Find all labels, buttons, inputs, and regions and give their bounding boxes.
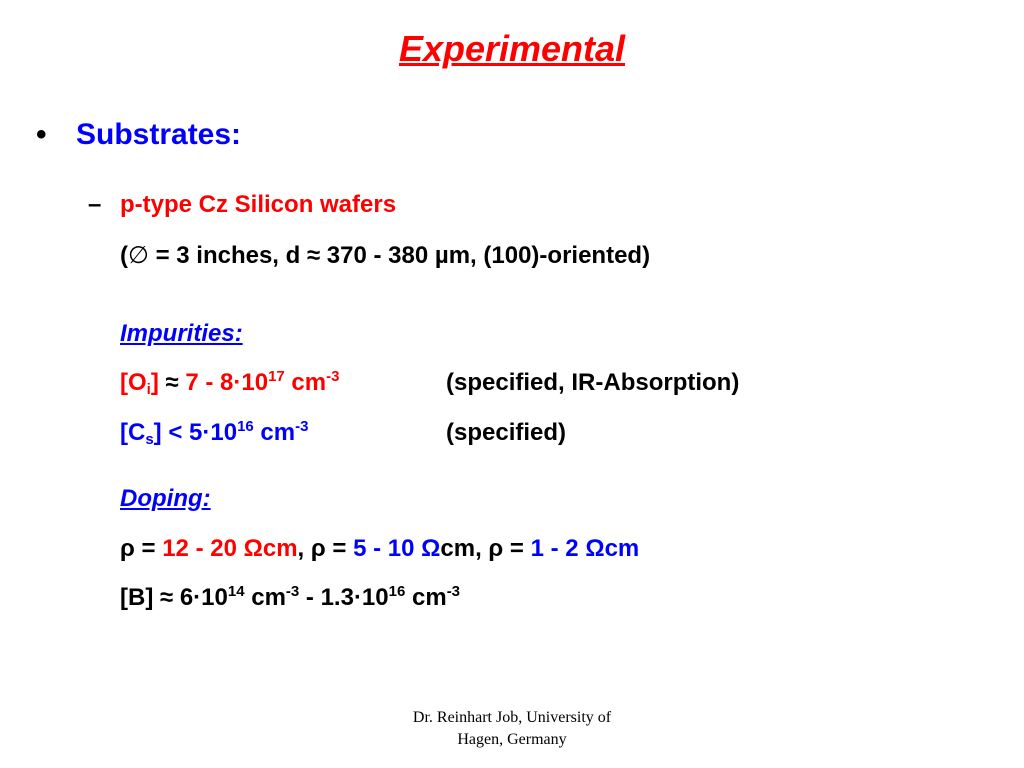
boron-mid: - 1.3·10 — [299, 584, 389, 611]
cs-unit-exponent: -3 — [295, 418, 309, 435]
rho1-symbol: ρ = — [120, 535, 163, 562]
boron-prefix: [B] ≈ 6·10 — [120, 584, 228, 611]
rho2-omega: Ω — [421, 535, 441, 562]
oi-exponent: 17 — [268, 368, 285, 385]
cs-bracket-open: [C — [120, 419, 146, 446]
oi-unit: cm — [284, 369, 327, 396]
oi-unit-exponent: -3 — [326, 368, 340, 385]
rho2-symbol: ρ = — [310, 535, 354, 562]
spec-rest: = 3 inches, d ≈ 370 - 380 µm, (100)-orie… — [148, 242, 651, 269]
footer-line-2: Hagen, Germany — [457, 731, 567, 748]
rho1-unit: cm — [262, 535, 298, 562]
sub-bullet-marker: – — [88, 191, 102, 218]
oi-value: 7 - 8·10 — [185, 369, 269, 396]
rho2-unit: cm — [440, 535, 476, 562]
rho1-omega: Ω — [243, 535, 263, 562]
boron-exp2: 16 — [388, 583, 406, 600]
rho2-separator: , — [475, 535, 489, 562]
wafer-type-heading: p-type Cz Silicon wafers — [120, 191, 397, 218]
rho3-symbol: ρ = — [488, 535, 531, 562]
boron-unit1-exp: -3 — [285, 583, 300, 600]
oi-bracket-open: [O — [120, 369, 147, 396]
oi-subscript: i — [146, 381, 151, 398]
carbon-impurity-line: [Cs] < 5·1016 cm-3 — [120, 419, 308, 447]
boron-unit2-exp: -3 — [446, 583, 461, 600]
rho3-value: 1 - 2 — [530, 535, 586, 562]
oi-bracket-close: ] — [150, 369, 159, 396]
cs-bracket-close: ] — [153, 419, 162, 446]
doping-label: Doping: — [120, 485, 211, 512]
cs-note: (specified) — [446, 419, 567, 446]
rho3-unit: cm — [604, 535, 640, 562]
boron-concentration-line: [B] ≈ 6·1014 cm-3 - 1.3·1016 cm-3 — [120, 584, 460, 612]
rho3-omega: Ω — [585, 535, 605, 562]
footer-credit: Dr. Reinhart Job, University of Hagen, G… — [372, 707, 652, 751]
rho1-separator: , — [297, 535, 311, 562]
resistivity-line: ρ = 12 - 20 Ωcm, ρ = 5 - 10 Ωcm, ρ = 1 -… — [120, 535, 639, 563]
slide-title: Experimental — [398, 28, 626, 69]
footer-line-1: Dr. Reinhart Job, University of — [412, 709, 612, 726]
boron-unit1: cm — [244, 584, 286, 611]
oxygen-impurity-line: [Oi] ≈ 7 - 8·1017 cm-3 — [120, 369, 339, 397]
oi-note: (specified, IR-Absorption) — [446, 369, 740, 396]
bullet-marker: • — [36, 118, 47, 151]
cs-unit: cm — [253, 419, 296, 446]
boron-unit2: cm — [405, 584, 447, 611]
cs-exponent: 16 — [237, 418, 254, 435]
cs-value: < 5·10 — [161, 419, 238, 446]
boron-exp1: 14 — [227, 583, 245, 600]
wafer-spec-line: (∅ = 3 inches, d ≈ 370 - 380 µm, (100)-o… — [120, 241, 650, 270]
impurities-label: Impurities: — [120, 320, 243, 347]
rho2-value: 5 - 10 — [353, 535, 422, 562]
diameter-symbol: ∅ — [128, 242, 149, 269]
cs-subscript: s — [145, 431, 154, 448]
rho1-value: 12 - 20 — [162, 535, 244, 562]
oi-approx: ≈ — [158, 369, 186, 396]
spec-open: ( — [120, 242, 128, 269]
section-heading: Substrates: — [76, 118, 242, 151]
